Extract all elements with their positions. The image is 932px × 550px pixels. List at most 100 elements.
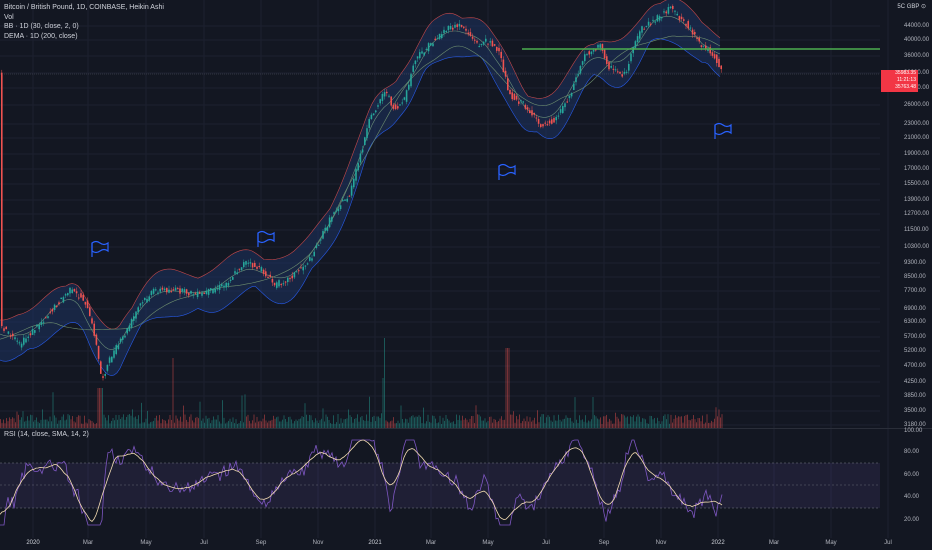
- candle-body: [597, 44, 599, 48]
- rsi-indicator-label[interactable]: RSI (14, close, SMA, 14, 2): [4, 431, 89, 438]
- candle-body: [93, 323, 95, 336]
- volume-bar: [565, 415, 567, 428]
- candle-body: [273, 282, 276, 286]
- volume-bar: [553, 415, 555, 428]
- volume-bar: [486, 422, 487, 428]
- flag-icon[interactable]: [91, 240, 109, 258]
- volume-bar: [574, 397, 576, 428]
- pane-separator[interactable]: [0, 428, 932, 429]
- candle-body: [610, 66, 612, 68]
- time-tick-label: Nov: [312, 540, 324, 546]
- volume-bar: [666, 419, 667, 428]
- volume-bar: [592, 397, 594, 428]
- volume-bar: [640, 421, 642, 428]
- bollinger-lower: [0, 38, 721, 376]
- volume-bar: [489, 416, 490, 428]
- volume-bar: [79, 415, 81, 428]
- candle-body: [553, 118, 555, 123]
- candle-body: [368, 119, 370, 129]
- volume-bar: [519, 414, 520, 428]
- candle-body: [58, 302, 60, 305]
- volume-bar: [400, 405, 402, 428]
- currency-label[interactable]: 5C GBP ⊙: [897, 4, 926, 10]
- flag-icon[interactable]: [257, 230, 275, 248]
- volume-bar: [244, 394, 246, 428]
- volume-bar: [351, 416, 352, 428]
- volume-bar: [15, 422, 16, 428]
- candle-body: [636, 36, 639, 43]
- current-price-label: 35983.35 11:21:13 35763.48: [881, 70, 918, 92]
- volume-bar: [414, 417, 415, 428]
- candle-body: [471, 36, 474, 39]
- candle-body: [612, 68, 615, 70]
- volume-bar: [612, 423, 613, 428]
- volume-bar: [387, 421, 388, 428]
- flag-icon[interactable]: [498, 163, 516, 181]
- volume-bar: [675, 415, 676, 428]
- volume-bar: [102, 388, 103, 428]
- candle-body: [342, 200, 344, 202]
- volume-bar: [682, 422, 684, 428]
- candle-body: [249, 262, 252, 264]
- volume-bar: [4, 423, 6, 428]
- candle-body: [669, 6, 672, 9]
- volume-bar: [610, 420, 612, 428]
- candle-body: [183, 289, 186, 293]
- candle-body: [445, 31, 447, 33]
- candle-body: [148, 296, 150, 301]
- volume-bar: [193, 422, 195, 428]
- volume-bar: [562, 419, 564, 428]
- price-tick-label: 6900.00: [904, 306, 926, 312]
- candle-body: [51, 308, 54, 312]
- symbol-title[interactable]: Bitcoin / British Pound, 1D, COINBASE, H…: [4, 4, 164, 11]
- volume-bar: [687, 414, 688, 428]
- candle-body: [423, 52, 425, 56]
- volume-bar: [60, 420, 61, 428]
- candle-body: [144, 297, 146, 300]
- volume-bar: [48, 421, 49, 428]
- volume-bar: [495, 419, 496, 428]
- bollinger-upper: [0, 0, 721, 330]
- volume-bar: [634, 421, 636, 428]
- candle-body: [438, 33, 441, 39]
- volume-bar: [141, 402, 142, 428]
- candle-body: [680, 16, 683, 20]
- candle-body: [53, 304, 56, 310]
- volume-bar: [120, 419, 121, 428]
- volume-bar: [271, 419, 273, 428]
- volume-bar: [199, 401, 201, 428]
- volume-bar: [589, 421, 591, 428]
- volume-bar: [337, 414, 339, 428]
- flag-icon[interactable]: [714, 122, 732, 140]
- price-tick-label: 23000.00: [904, 121, 930, 127]
- dema-indicator-label[interactable]: DEMA · 1D (200, close): [4, 32, 78, 40]
- volume-bar: [370, 421, 372, 428]
- volume-bar: [366, 414, 367, 428]
- price-tick-label: 3180.00: [904, 422, 926, 428]
- volume-bar: [34, 419, 36, 428]
- candle-body: [291, 275, 293, 279]
- volume-bar: [615, 412, 616, 428]
- volume-bar: [246, 416, 247, 428]
- volume-bar: [255, 422, 256, 428]
- volume-bar: [112, 417, 114, 428]
- candle-body: [405, 90, 408, 102]
- volume-bar: [540, 416, 541, 428]
- time-axis[interactable]: 2020 Mar May Jul Sep Nov 2021 Mar May Jul Sep Nov 20…: [0, 538, 892, 550]
- volume-bar: [292, 423, 294, 428]
- volume-bar: [567, 417, 568, 428]
- candle-body: [529, 110, 531, 114]
- volume-bar: [711, 420, 712, 428]
- volume-indicator-label[interactable]: Vol: [4, 13, 14, 21]
- volume-bar: [18, 414, 19, 428]
- candle-body: [705, 45, 707, 49]
- bollinger-indicator-label[interactable]: BB · 1D (30, close, 2, 0): [4, 23, 79, 30]
- candle-body: [67, 293, 69, 296]
- volume-bar: [72, 416, 73, 428]
- volume-bar: [418, 415, 420, 428]
- volume-bar: [3, 419, 4, 428]
- volume-bar: [309, 414, 310, 428]
- volume-bar: [82, 423, 84, 428]
- volume-bar: [547, 415, 549, 428]
